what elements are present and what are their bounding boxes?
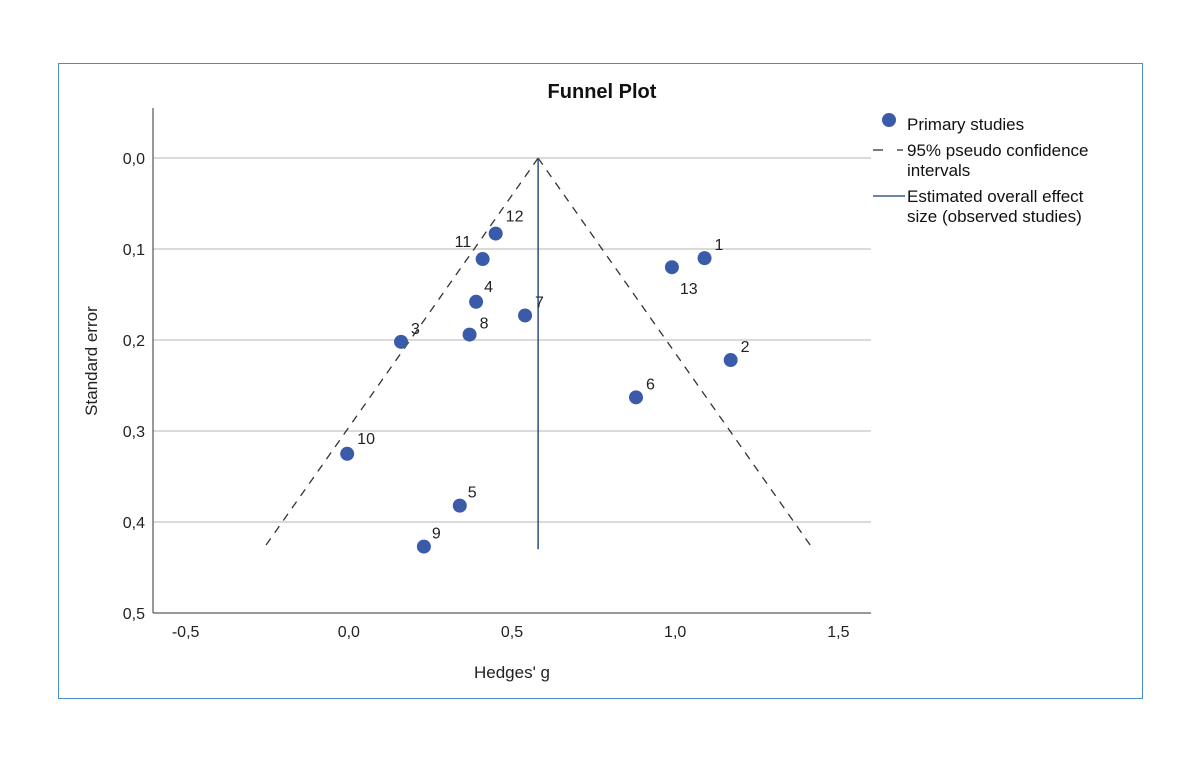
study-point-label: 6 xyxy=(646,376,655,393)
y-tick-label: 0,5 xyxy=(123,606,145,623)
funnel-plot-chart: Funnel Plot 0,00,10,20,30,40,5 -0,5 0,0 0,… xyxy=(82,81,1088,682)
study-point xyxy=(664,260,679,275)
y-tick-labels: 0,0 0,1 0,2 0,3 0,4 0,5 xyxy=(123,151,145,623)
study-point-label: 3 xyxy=(411,321,420,338)
grid-lines xyxy=(153,157,871,523)
axes xyxy=(152,108,871,614)
legend-label: intervals xyxy=(907,161,970,180)
study-point-label: 9 xyxy=(432,526,441,543)
y-tick-label: 0,3 xyxy=(123,424,145,441)
y-tick-label: 0,4 xyxy=(123,515,145,532)
study-point xyxy=(629,390,644,405)
study-point-label: 13 xyxy=(680,281,698,298)
x-tick-label: 0,0 xyxy=(338,624,360,641)
x-tick-label: 0,5 xyxy=(501,624,523,641)
y-tick-label: 0,0 xyxy=(123,151,145,168)
y-tick-label: 0,2 xyxy=(123,333,145,350)
y-axis-label: Standard error xyxy=(82,306,101,416)
legend-label: Estimated overall effect xyxy=(907,187,1084,206)
study-point xyxy=(416,539,431,554)
confidence-funnel xyxy=(262,157,814,550)
study-point xyxy=(697,251,712,266)
ci-right-boundary xyxy=(537,157,814,550)
x-tick-label: -0,5 xyxy=(172,624,200,641)
study-point xyxy=(340,446,355,461)
chart-title: Funnel Plot xyxy=(548,81,657,103)
legend-marker-primary-studies xyxy=(882,113,896,127)
study-point xyxy=(452,498,467,513)
study-point-label: 7 xyxy=(535,294,544,311)
study-point xyxy=(394,334,409,349)
y-tick-label: 0,1 xyxy=(123,242,145,259)
study-point-label: 8 xyxy=(480,316,489,333)
x-axis-label: Hedges' g xyxy=(474,663,550,682)
study-point-label: 5 xyxy=(468,485,477,502)
study-point-label: 4 xyxy=(484,279,493,296)
study-point-label: 11 xyxy=(455,234,472,251)
study-point-label: 1 xyxy=(715,237,724,254)
legend-label: Primary studies xyxy=(907,115,1024,134)
study-point xyxy=(723,353,738,368)
study-point xyxy=(518,308,533,323)
legend-label: size (observed studies) xyxy=(907,207,1082,226)
study-point-label: 2 xyxy=(741,339,750,356)
study-point-label: 12 xyxy=(506,209,524,226)
study-point xyxy=(488,226,503,241)
x-tick-label: 1,5 xyxy=(827,624,849,641)
legend-label: 95% pseudo confidence xyxy=(907,141,1088,160)
study-points xyxy=(340,226,738,554)
ci-left-boundary xyxy=(262,157,539,550)
study-point xyxy=(462,327,477,342)
study-point-label: 10 xyxy=(357,431,375,448)
legend: Primary studies 95% pseudo confidenceinte… xyxy=(873,113,1088,226)
study-point xyxy=(475,252,490,267)
chart-frame: Funnel Plot 0,0 0,1 0,2 0,3 0,4 0,5 -0,5 0,0 0,… xyxy=(58,63,1143,699)
x-tick-label: 1,0 xyxy=(664,624,686,641)
study-point xyxy=(469,294,484,309)
x-tick-labels: -0,5 0,0 0,5 1,0 1,5 xyxy=(172,624,850,641)
